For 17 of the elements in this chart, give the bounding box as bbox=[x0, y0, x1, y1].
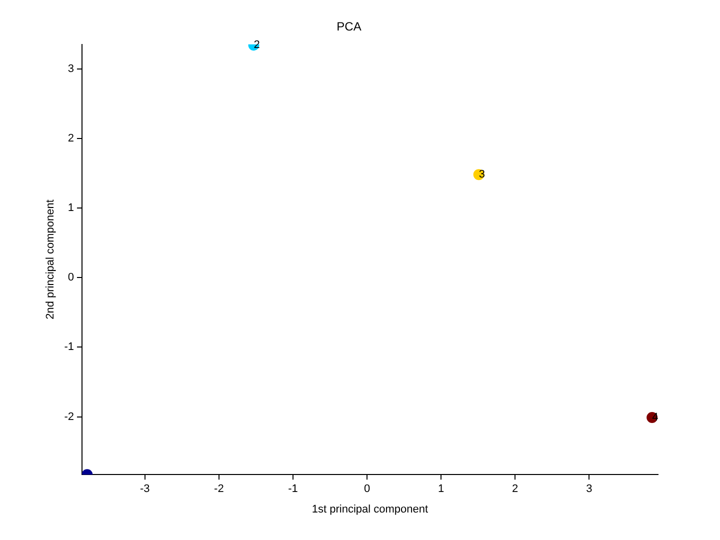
x-tick-label: -1 bbox=[288, 483, 298, 496]
x-axis-title: 1st principal component bbox=[312, 503, 428, 516]
x-tick-label: -3 bbox=[140, 483, 150, 496]
x-tick-label: 1 bbox=[438, 483, 444, 496]
chart-title: PCA bbox=[336, 20, 362, 34]
y-tick-label: 2 bbox=[68, 132, 74, 144]
annotation: 3 bbox=[478, 168, 485, 181]
x-tick-label: 2 bbox=[512, 483, 518, 496]
x-tick-label: 3 bbox=[586, 483, 592, 496]
y-tick-label: -2 bbox=[64, 410, 74, 423]
y-tick-label: 3 bbox=[68, 62, 74, 75]
y-tick-label: 1 bbox=[68, 202, 74, 214]
y-axis-title: 2nd principal component bbox=[44, 200, 57, 320]
x-tick-label: 0 bbox=[364, 483, 370, 496]
y-tick-label: 0 bbox=[68, 272, 74, 284]
x-tick-label: -2 bbox=[214, 483, 224, 496]
y-tick-label: -1 bbox=[64, 341, 74, 354]
